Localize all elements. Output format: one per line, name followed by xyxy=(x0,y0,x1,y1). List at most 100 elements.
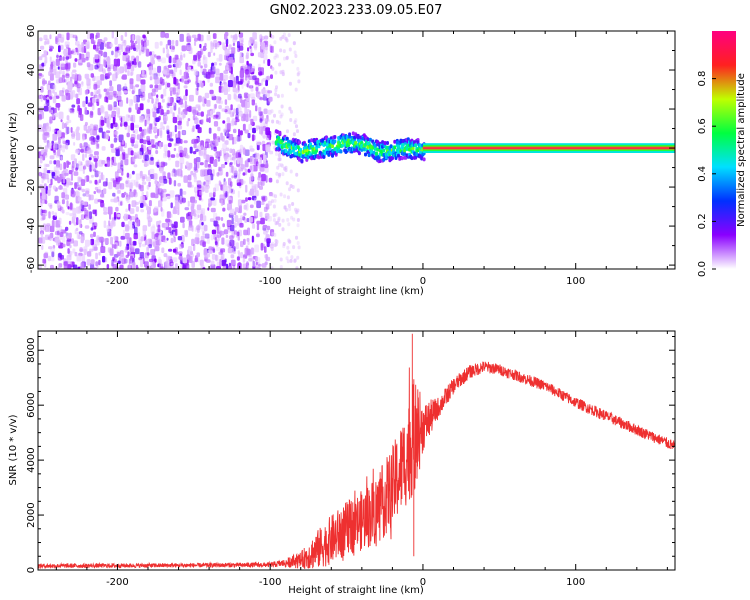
heatmap-cell xyxy=(196,112,202,116)
heatmap-cell xyxy=(331,153,334,158)
heatmap-cell xyxy=(202,170,207,176)
heatmap-cell xyxy=(163,88,167,97)
heatmap-cell xyxy=(108,181,113,190)
heatmap-cell xyxy=(129,237,132,245)
heatmap-cell xyxy=(96,135,100,140)
heatmap-cell xyxy=(173,77,177,85)
heatmap-cell xyxy=(397,153,400,158)
heatmap-cell xyxy=(278,222,282,227)
heatmap-cell xyxy=(288,207,292,212)
heatmap-cell xyxy=(139,94,144,98)
heatmap-cell xyxy=(172,257,178,263)
heatmap-cell xyxy=(286,259,290,264)
heatmap-cell xyxy=(78,160,82,166)
heatmap-cell xyxy=(186,106,192,112)
heatmap-cell xyxy=(265,175,268,183)
heatmap-cell xyxy=(101,172,103,180)
heatmap-cell xyxy=(288,81,292,86)
heatmap-cell xyxy=(233,250,236,255)
heatmap-cell xyxy=(102,255,106,263)
heatmap-cell xyxy=(167,39,172,46)
heatmap-cell xyxy=(164,193,167,198)
heatmap-cell xyxy=(131,114,136,123)
heatmap-cell xyxy=(126,225,129,231)
heatmap-cell xyxy=(197,50,202,58)
heatmap-cell xyxy=(213,61,218,66)
heatmap-cell xyxy=(258,67,262,72)
heatmap-cell xyxy=(124,45,130,53)
heatmap-cell xyxy=(117,213,121,218)
heatmap-cell xyxy=(55,220,61,228)
heatmap-cell xyxy=(247,197,252,201)
heatmap-cell xyxy=(40,215,43,220)
heatmap-cell xyxy=(414,143,418,148)
heatmap-cell xyxy=(231,165,235,174)
heatmap-cell xyxy=(94,186,99,191)
heatmap-cell xyxy=(70,76,73,83)
heatmap-cell xyxy=(250,175,254,181)
heatmap-cell xyxy=(207,169,212,176)
heatmap-cell xyxy=(93,167,96,171)
heatmap-cell xyxy=(241,64,246,71)
heatmap-cell xyxy=(95,98,98,104)
heatmap-cell xyxy=(155,150,159,155)
heatmap-cell xyxy=(42,80,47,85)
heatmap-cell xyxy=(262,224,268,229)
heatmap-cell xyxy=(246,60,249,66)
heatmap-cell xyxy=(57,130,62,138)
heatmap-cell xyxy=(133,189,137,194)
heatmap-cell xyxy=(296,188,300,193)
heatmap-cell xyxy=(160,31,166,38)
heatmap-cell xyxy=(265,196,268,201)
heatmap-cell xyxy=(211,145,213,151)
x-tick-label: -200 xyxy=(106,577,129,588)
x-tick-label: 100 xyxy=(566,577,585,588)
heatmap-cell xyxy=(165,81,168,90)
heatmap-cell xyxy=(256,93,261,99)
heatmap-cell xyxy=(248,40,252,46)
heatmap-cell xyxy=(144,239,148,246)
heatmap-cell xyxy=(113,180,117,188)
heatmap-cell xyxy=(274,88,278,93)
heatmap-cell xyxy=(65,226,69,231)
heatmap-cell xyxy=(160,207,163,212)
heatmap-cell xyxy=(172,63,176,68)
heatmap-cell xyxy=(260,36,265,41)
heatmap-cell xyxy=(275,179,279,184)
heatmap-cell xyxy=(213,187,216,195)
heatmap-cell xyxy=(169,70,174,77)
heatmap-cell xyxy=(315,148,319,153)
heatmap-cell xyxy=(96,90,99,95)
heatmap-cell xyxy=(178,130,181,139)
heatmap-cell xyxy=(74,251,78,257)
heatmap-cell xyxy=(38,106,44,111)
heatmap-cell xyxy=(136,74,141,82)
heatmap-cell xyxy=(121,221,125,228)
heatmap-cell xyxy=(149,154,153,158)
heatmap-cell xyxy=(376,147,380,152)
heatmap-cell xyxy=(48,184,52,192)
heatmap-cell xyxy=(103,207,108,212)
heatmap-cell xyxy=(233,151,238,159)
heatmap-cell xyxy=(62,56,65,61)
heatmap-cell xyxy=(200,213,203,221)
heatmap-cell xyxy=(168,55,172,64)
heatmap-cell xyxy=(59,254,64,260)
heatmap-cell xyxy=(116,252,121,257)
heatmap-cell xyxy=(88,78,92,85)
heatmap-cell xyxy=(124,232,130,240)
heatmap-cell xyxy=(83,124,88,131)
heatmap-cell xyxy=(243,229,248,236)
heatmap-cell xyxy=(167,64,172,68)
heatmap-cell xyxy=(333,139,337,144)
heatmap-cell xyxy=(260,217,265,225)
heatmap-cell xyxy=(170,202,173,209)
heatmap-cell xyxy=(132,34,135,42)
heatmap-cell xyxy=(263,206,268,212)
heatmap-cell xyxy=(53,170,57,178)
heatmap-cell xyxy=(208,127,212,134)
heatmap-cell xyxy=(220,184,223,190)
heatmap-cell xyxy=(225,191,228,198)
heatmap-cell xyxy=(55,231,60,236)
heatmap-cell xyxy=(292,41,296,46)
